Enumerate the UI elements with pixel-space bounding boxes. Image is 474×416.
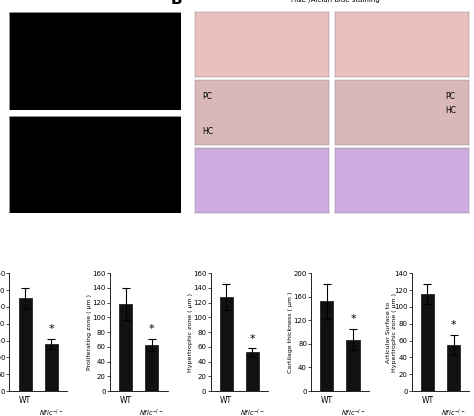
Bar	[421, 294, 434, 391]
Bar	[346, 340, 360, 391]
Bar	[45, 344, 58, 391]
Text: $Nfic^{-/-}$: $Nfic^{-/-}$	[39, 408, 64, 416]
Text: HC: HC	[445, 106, 456, 115]
Text: *: *	[451, 320, 456, 330]
Text: PC: PC	[445, 92, 455, 101]
Text: *: *	[250, 334, 255, 344]
Text: PC: PC	[202, 92, 212, 101]
Text: $Nfic^{-/-}$: $Nfic^{-/-}$	[441, 408, 466, 416]
Y-axis label: Proliferating zone ( μm ): Proliferating zone ( μm )	[87, 294, 92, 370]
Text: *: *	[48, 324, 54, 334]
Text: HC: HC	[202, 127, 214, 136]
Y-axis label: Articular Surface to
Hypertrophic zone ( μm ): Articular Surface to Hypertrophic zone (…	[386, 292, 397, 371]
Bar	[447, 345, 460, 391]
Text: $Nfic^{-/-}$: $Nfic^{-/-}$	[240, 408, 265, 416]
Bar	[246, 352, 259, 391]
Text: $Nfic^{-/-}$: $Nfic^{-/-}$	[139, 408, 164, 416]
Bar	[320, 302, 333, 391]
Bar	[146, 344, 158, 391]
Text: B: B	[171, 0, 182, 7]
Text: *: *	[350, 314, 356, 324]
Text: H&E /Alcian blue staining: H&E /Alcian blue staining	[291, 0, 380, 3]
Text: *: *	[149, 324, 155, 334]
Bar	[119, 304, 132, 391]
Bar	[18, 298, 32, 391]
Y-axis label: Cartilage thickness ( μm ): Cartilage thickness ( μm )	[288, 292, 293, 373]
Text: $Nfic^{-/-}$: $Nfic^{-/-}$	[341, 408, 365, 416]
Y-axis label: Hypertrophic zone ( μm ): Hypertrophic zone ( μm )	[188, 292, 193, 371]
Bar	[220, 297, 233, 391]
